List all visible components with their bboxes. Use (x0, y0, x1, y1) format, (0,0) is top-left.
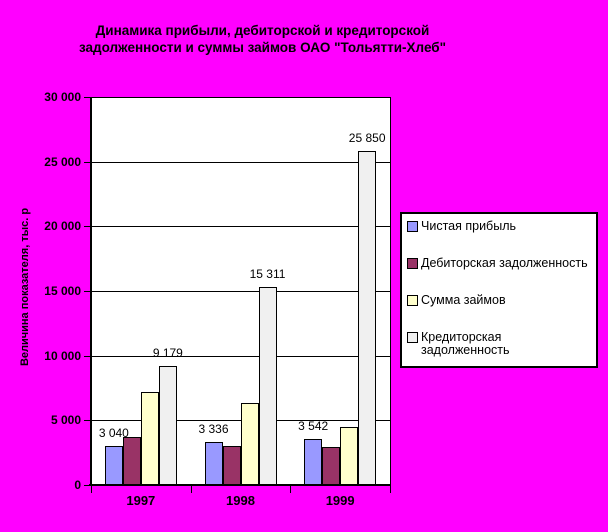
y-axis-tick (84, 355, 91, 357)
gridline (91, 291, 390, 292)
y-axis-tick (84, 226, 91, 228)
bar-series2-1997 (122, 437, 141, 485)
y-axis-tick (84, 97, 91, 98)
x-axis-tick (390, 486, 391, 493)
legend-label: Чистая прибыль (421, 219, 516, 233)
legend-label: Кредиторская задолженность (421, 330, 510, 357)
bar-series3-1998 (240, 402, 259, 485)
x-axis-tick (190, 486, 192, 493)
legend-label: Дебиторская задолженность (421, 256, 588, 270)
legend-swatch-icon (407, 221, 418, 232)
legend-box: Чистая прибыль Дебиторская задолженность С… (400, 212, 598, 368)
chart-title-line2: задолженности и суммы займов ОАО "Тольят… (78, 40, 447, 55)
gridline (91, 226, 390, 228)
legend-swatch-icon (407, 258, 418, 269)
legend-swatch-icon (407, 332, 418, 343)
legend-label: Сумма займов (421, 293, 506, 307)
data-label: 9 179 (152, 346, 183, 361)
chart-title-line1: Динамика прибыли, дебиторской и кредитор… (95, 23, 430, 38)
bar-series1-1999 (304, 439, 323, 485)
y-axis-tick-label: 15 000 (44, 284, 81, 298)
y-axis-tick-label: 0 (74, 478, 81, 492)
y-axis-tick-label: 10 000 (44, 348, 81, 363)
legend-swatch-icon (407, 295, 418, 306)
data-label: 25 850 (348, 130, 386, 145)
y-axis-tick (84, 161, 91, 163)
x-axis-tick (91, 486, 92, 493)
y-axis-line (90, 97, 92, 486)
x-axis-line (89, 484, 391, 486)
bar-series1-1997 (104, 445, 123, 485)
chart-title: Динамика прибыли, дебиторской и кредитор… (0, 22, 525, 56)
gridline (91, 161, 390, 163)
y-axis-tick (84, 420, 91, 422)
y-axis-tick-label: 20 000 (44, 219, 81, 234)
y-axis-tick-label: 25 000 (44, 154, 81, 169)
y-axis-tick-label: 30 000 (44, 90, 81, 104)
bar-series3-1997 (140, 391, 159, 485)
data-label: 3 040 (98, 425, 129, 440)
bar-series2-1999 (322, 447, 341, 485)
x-axis-category-label: 1997 (126, 493, 156, 508)
bar-series2-1998 (222, 446, 241, 485)
bar-series4-1998 (258, 286, 277, 485)
bar-series4-1999 (358, 150, 377, 485)
y-axis-tick (84, 485, 91, 486)
y-axis-tick (84, 291, 91, 292)
x-axis-tick (290, 486, 292, 493)
bar-series4-1997 (158, 366, 177, 485)
y-axis-tick-label: 5 000 (50, 413, 81, 428)
x-axis-category-label: 1998 (226, 493, 255, 508)
bar-series1-1998 (204, 441, 223, 485)
data-label: 15 311 (249, 266, 286, 281)
x-axis-category-label: 1999 (325, 493, 355, 508)
data-label: 3 542 (298, 419, 329, 434)
bar-series3-1999 (340, 427, 359, 485)
data-label: 3 336 (198, 421, 229, 436)
gridline (91, 355, 390, 357)
